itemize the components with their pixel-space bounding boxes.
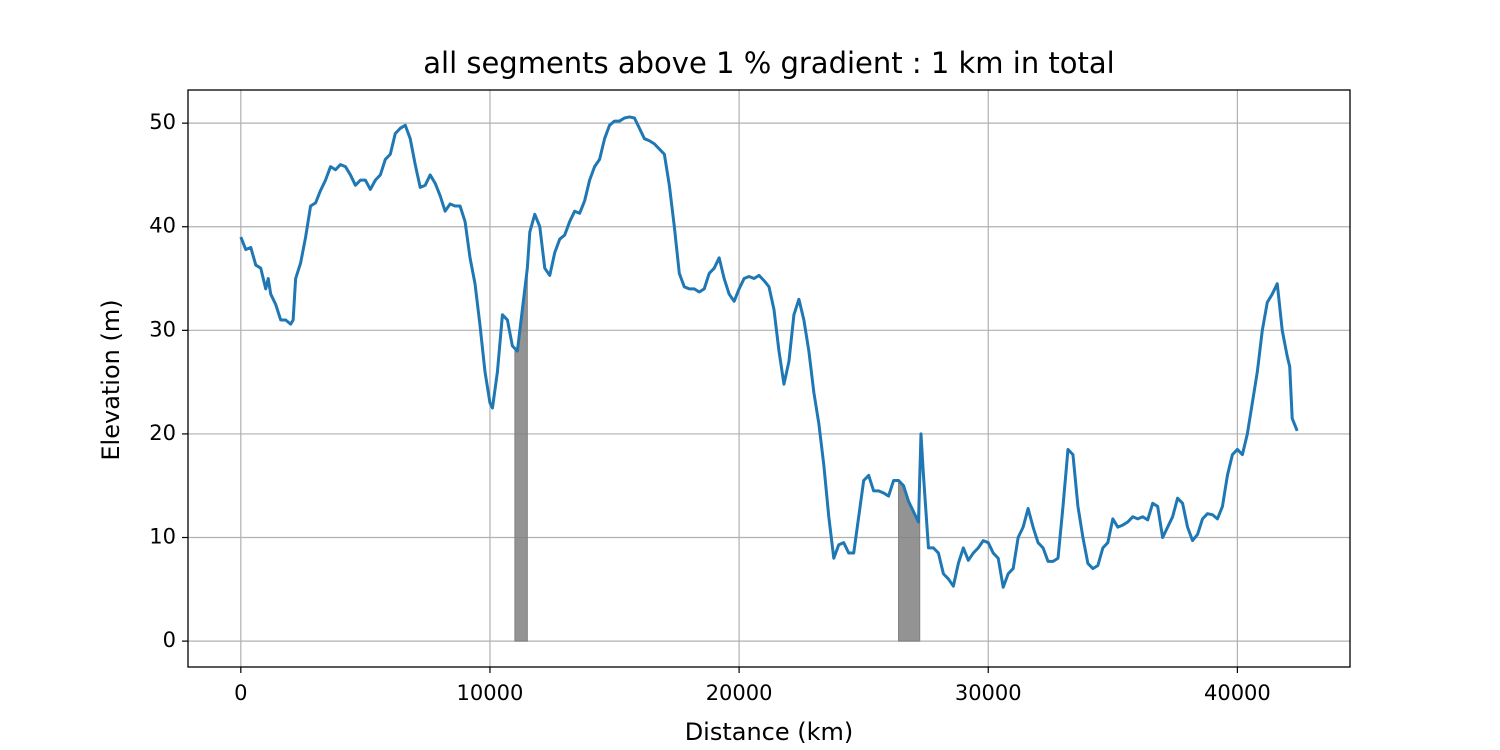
x-tick-label: 10000 [457, 681, 524, 705]
y-tick-label: 40 [149, 214, 176, 238]
y-tick-label: 0 [163, 628, 176, 652]
x-tick-label: 30000 [955, 681, 1022, 705]
y-axis-label: Elevation (m) [97, 299, 125, 460]
x-tick-label: 40000 [1204, 681, 1271, 705]
elevation-line [239, 115, 1299, 589]
x-tick-label: 0 [234, 681, 247, 705]
y-tick-label: 30 [149, 317, 176, 341]
y-tick-label: 10 [149, 525, 176, 549]
plot-frame [187, 89, 1351, 668]
x-tick-label: 20000 [706, 681, 773, 705]
y-tick-label: 50 [149, 110, 176, 134]
y-tick-label: 20 [149, 421, 176, 445]
chart-title: all segments above 1 % gradient : 1 km i… [423, 46, 1114, 80]
x-axis-label: Distance (km) [685, 718, 854, 746]
